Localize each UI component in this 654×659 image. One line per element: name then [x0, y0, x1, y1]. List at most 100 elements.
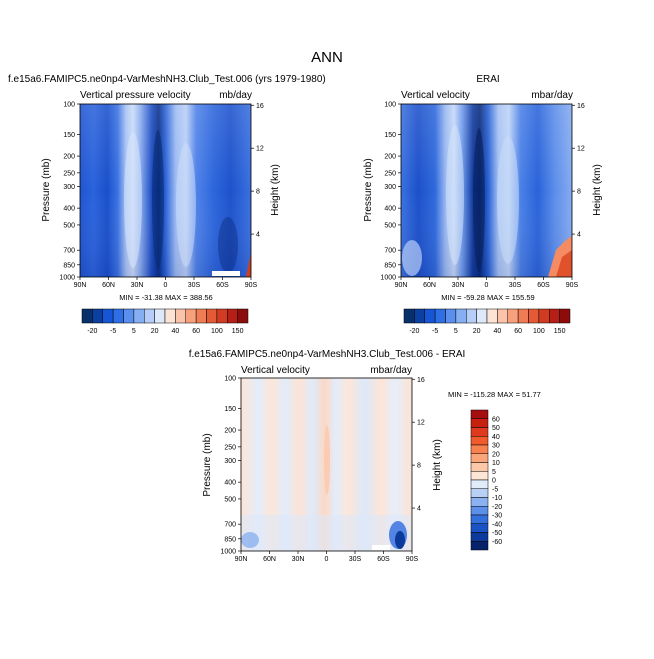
- colorbar-diff-swatch: [470, 444, 489, 454]
- panel-test-units: mb/day: [219, 90, 252, 101]
- panel-obs-ptick-label: 400: [384, 206, 396, 213]
- colorbar-test-label: 40: [171, 328, 179, 335]
- panel-test-shading: [80, 104, 251, 277]
- colorbar-diff-swatch: [470, 488, 489, 498]
- colorbar-diff-label: -60: [492, 539, 502, 546]
- panel-diff-y2label: Height (km): [432, 439, 443, 491]
- colorbar-obs-swatch: [538, 308, 550, 324]
- panel-diff-units: mbar/day: [370, 365, 412, 376]
- colorbar-obs-label: 100: [533, 328, 545, 335]
- colorbar-diff-swatch: [470, 506, 489, 516]
- colorbar-test-swatch: [227, 308, 238, 324]
- colorbar-diff-label: -30: [492, 513, 502, 520]
- panel-obs-ptick-label: 500: [384, 222, 396, 229]
- colorbar-obs-swatch: [549, 308, 560, 324]
- colorbar-obs-swatch: [507, 308, 519, 324]
- colorbar-obs: -20 -5 5 20 40 60 100 150: [403, 308, 571, 335]
- panel-test-descent-band-n: [124, 132, 142, 268]
- panel-diff-lat-label: 30S: [349, 556, 362, 563]
- panel-test-ptick-label: 200: [63, 154, 75, 161]
- panel-diff-neg-polar-core: [395, 531, 405, 549]
- panel-test-htick-label: 16: [256, 103, 264, 110]
- colorbar-obs-swatch: [486, 308, 498, 324]
- colorbar-test-swatch: [144, 308, 155, 324]
- panel-test-htick-label: 8: [256, 189, 260, 196]
- panel-obs-axes: 100 150 200 250 300 400 500 700 850 1000 16 12 8 4 90N…: [380, 102, 584, 290]
- panel-test-header: f.e15a6.FAMIPC5.ne0np4-VarMeshNH3.Club_T…: [8, 74, 326, 85]
- colorbar-diff-label: -10: [492, 495, 502, 502]
- panel-test-ptick-label: 700: [63, 248, 75, 255]
- colorbar-obs-swatch: [517, 308, 529, 324]
- panel-test-surface-gap: [212, 271, 240, 276]
- colorbar-diff-swatch: [470, 471, 489, 481]
- colorbar-obs-label: 40: [493, 328, 501, 335]
- panel-obs-lat-label: 30S: [509, 282, 522, 289]
- panel-obs-positive-core: [556, 250, 572, 277]
- colorbar-obs-swatch: [559, 308, 571, 324]
- colorbar-diff-swatch: [470, 453, 489, 463]
- panel-test-lat-label: 90N: [74, 282, 87, 289]
- panel-diff-ptick-label: 500: [224, 496, 236, 503]
- panel-test-positive-patch: [246, 252, 251, 277]
- colorbar-test-label: 150: [232, 328, 244, 335]
- colorbar-obs-swatch: [528, 308, 540, 324]
- panel-diff: f.e15a6.FAMIPC5.ne0np4-VarMeshNH3.Club_T…: [189, 349, 541, 563]
- colorbar-obs-swatch: [497, 308, 508, 324]
- colorbar-test-swatch: [237, 308, 249, 324]
- colorbar-test: -20 -5 5 20 40 60 100 150: [81, 308, 249, 335]
- panel-test-minmax: MIN = -31.38 MAX = 388.56: [119, 293, 212, 302]
- colorbar-test-swatch: [185, 308, 197, 324]
- colorbar-test-label: -5: [110, 328, 116, 335]
- panel-test-y2label: Height (km): [270, 164, 281, 216]
- panel-diff-surface-gap: [372, 545, 390, 550]
- panel-test: f.e15a6.FAMIPC5.ne0np4-VarMeshNH3.Club_T…: [8, 74, 326, 302]
- colorbar-test-swatch: [112, 308, 124, 324]
- colorbar-obs-label: 5: [454, 328, 458, 335]
- panel-test-ptick-label: 300: [63, 184, 75, 191]
- panel-diff-lat-label: 60S: [377, 556, 390, 563]
- colorbar-test-swatch: [123, 308, 135, 324]
- panel-diff-ptick-label: 1000: [220, 549, 236, 556]
- panel-diff-lat-label: 90S: [406, 556, 419, 563]
- colorbar-obs-swatch: [466, 308, 477, 324]
- panel-test-polar-core: [218, 217, 238, 273]
- colorbar-test-swatch: [81, 308, 93, 324]
- colorbar-test-label: -20: [87, 328, 97, 335]
- panel-obs-ptick-label: 200: [384, 154, 396, 161]
- panel-test-lat-label: 60N: [102, 282, 115, 289]
- colorbar-test-label: 60: [192, 328, 200, 335]
- panel-obs-htick-label: 12: [577, 146, 585, 153]
- colorbar-test-swatch: [195, 308, 207, 324]
- panel-test-ptick-label: 150: [63, 132, 75, 139]
- panel-test-lat-label: 0: [164, 282, 168, 289]
- panel-obs-ptick-label: 300: [384, 184, 396, 191]
- colorbar-diff-label: 0: [492, 478, 496, 485]
- colorbar-diff-label: 10: [492, 460, 500, 467]
- colorbar-diff-swatch: [470, 514, 489, 524]
- panel-obs-header: ERAI: [476, 74, 499, 85]
- colorbar-diff-swatch: [470, 479, 489, 489]
- panel-diff-htick-label: 4: [417, 506, 421, 513]
- panel-test-ptick-label: 500: [63, 222, 75, 229]
- colorbar-diff-swatch: [470, 532, 489, 542]
- colorbar-diff-label: 60: [492, 416, 500, 423]
- panel-diff-ptick-label: 300: [224, 458, 236, 465]
- panel-test-htick-label: 4: [256, 232, 260, 239]
- panel-diff-ylabel: Pressure (mb): [202, 433, 213, 496]
- panel-obs-descent-band-s: [497, 136, 519, 264]
- panel-test-lat-label: 60S: [216, 282, 229, 289]
- panel-obs-shading: [401, 104, 572, 277]
- panel-obs-ptick-label: 150: [384, 132, 396, 139]
- panel-test-ptick-label: 100: [63, 102, 75, 109]
- colorbar-obs-label: -5: [432, 328, 438, 335]
- panel-test-left-label: Vertical pressure velocity: [80, 90, 191, 101]
- colorbar-test-label: 100: [211, 328, 223, 335]
- panel-diff-lat-label: 30N: [292, 556, 305, 563]
- colorbar-test-swatch: [164, 308, 176, 324]
- colorbar-diff-swatch: [470, 523, 489, 533]
- panel-obs-ptick-label: 250: [384, 170, 396, 177]
- colorbar-test-swatch: [175, 308, 186, 324]
- panel-obs-minmax: MIN = -59.28 MAX = 155.59: [441, 293, 534, 302]
